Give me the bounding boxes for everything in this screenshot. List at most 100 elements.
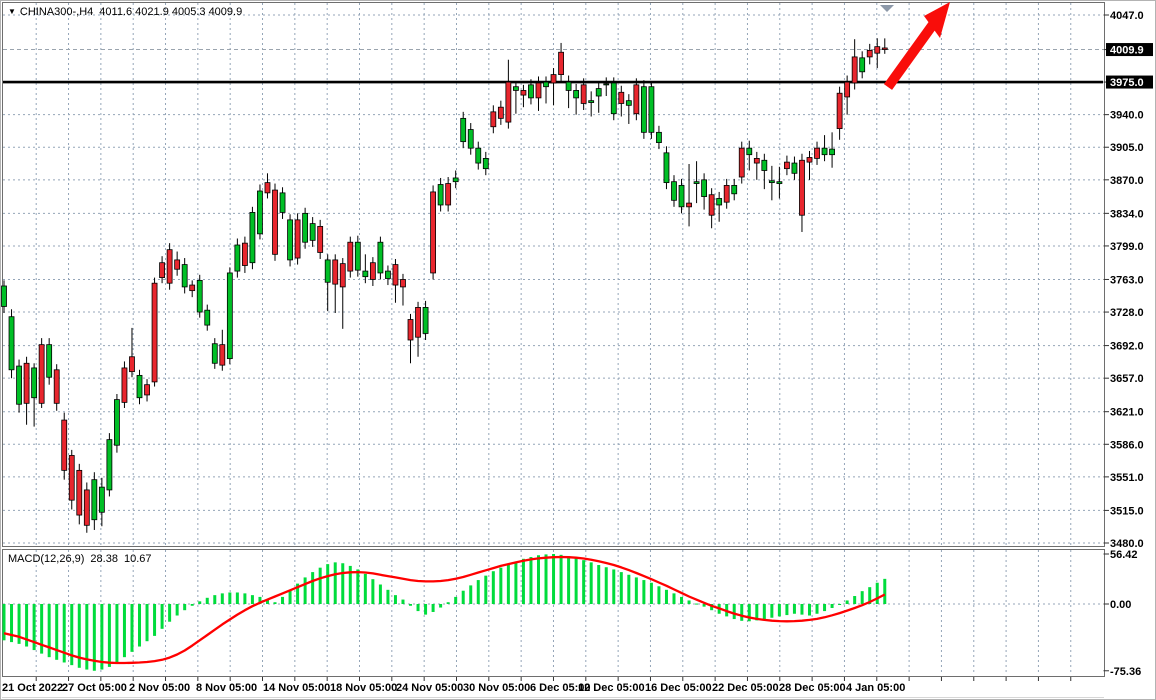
candle-body bbox=[144, 384, 150, 396]
candle-body bbox=[663, 152, 670, 184]
candle-body bbox=[497, 106, 504, 119]
macd-histogram-bar bbox=[311, 572, 315, 604]
macd-histogram-bar bbox=[634, 577, 638, 604]
candle-body bbox=[452, 177, 459, 183]
macd-histogram-bar bbox=[273, 602, 277, 604]
candle-body bbox=[136, 374, 143, 399]
candle-body bbox=[332, 259, 339, 285]
macd-histogram-bar bbox=[469, 585, 473, 604]
candle-body bbox=[219, 344, 226, 366]
grid-lines bbox=[3, 3, 1103, 675]
candle-body bbox=[377, 241, 384, 274]
macd-main-value: 28.38 bbox=[90, 553, 118, 565]
candle-body bbox=[249, 212, 256, 264]
candle-body bbox=[671, 181, 677, 201]
macd-histogram-bar bbox=[85, 604, 89, 670]
trend-arrow-shaft[interactable] bbox=[883, 20, 939, 90]
candle-body bbox=[23, 362, 30, 404]
macd-histogram-bar bbox=[589, 562, 593, 604]
macd-histogram-bar bbox=[544, 554, 548, 604]
candle-body bbox=[91, 479, 98, 521]
macd-histogram-bar bbox=[680, 596, 684, 604]
candle-body bbox=[407, 319, 414, 341]
candle-body bbox=[475, 147, 482, 164]
candle-body bbox=[61, 419, 68, 471]
price-axis[interactable]: 4047.0 4009.9 3975.0 3940.0 3905.0 3870.0 3834… bbox=[1103, 10, 1154, 678]
macd-histogram-bar bbox=[807, 604, 811, 616]
candle-body bbox=[31, 367, 38, 399]
macd-histogram-bar bbox=[10, 604, 14, 643]
price-tag bbox=[1106, 75, 1153, 89]
macd-histogram-bar bbox=[868, 587, 872, 604]
candle-body bbox=[467, 129, 474, 149]
macd-histogram-bar bbox=[220, 593, 224, 604]
candle-body bbox=[799, 159, 805, 216]
macd-histogram-bar bbox=[755, 604, 759, 621]
price-tick-label: 4047.0 bbox=[1110, 10, 1144, 22]
macd-histogram-bar bbox=[672, 593, 676, 604]
time-tick-label: 27 Oct 05:00 bbox=[62, 682, 127, 694]
candle-body bbox=[324, 259, 331, 283]
macd-histogram-bar bbox=[664, 589, 668, 604]
candle-body bbox=[866, 49, 873, 58]
candle-body bbox=[264, 182, 271, 194]
candle-body bbox=[347, 241, 354, 272]
candle-body bbox=[731, 185, 738, 195]
macd-histogram-bar bbox=[521, 558, 525, 604]
candle-body bbox=[369, 262, 376, 280]
macd-series bbox=[2, 554, 887, 671]
macd-histogram-bar bbox=[732, 604, 736, 620]
macd-histogram-bar bbox=[122, 604, 126, 658]
macd-histogram-bar bbox=[228, 592, 232, 604]
macd-name-label: MACD(12,26,9) bbox=[8, 553, 85, 565]
macd-histogram-bar bbox=[446, 602, 450, 604]
candle-body bbox=[204, 309, 211, 326]
candle-body bbox=[279, 192, 286, 213]
candle-body bbox=[339, 263, 346, 288]
trend-arrow-head[interactable] bbox=[924, 2, 950, 38]
macd-histogram-bar bbox=[47, 604, 51, 658]
time-tick-label: 2 Nov 05:00 bbox=[129, 682, 190, 694]
candle-body bbox=[543, 81, 549, 88]
candle-body bbox=[821, 147, 828, 156]
candle-body bbox=[211, 343, 218, 364]
candle-body bbox=[98, 486, 105, 513]
time-tick-label: 18 Nov 05:00 bbox=[330, 682, 397, 694]
macd-signal-line bbox=[3, 555, 886, 665]
macd-histogram-bar bbox=[552, 554, 556, 604]
macd-histogram-bar bbox=[853, 596, 857, 604]
candle-body bbox=[1, 285, 7, 307]
macd-histogram-bar bbox=[574, 557, 578, 604]
macd-histogram-bar bbox=[838, 604, 842, 605]
macd-histogram-bar bbox=[642, 580, 646, 604]
macd-tick-label: 56.42 bbox=[1110, 549, 1138, 561]
macd-histogram-bar bbox=[597, 565, 601, 604]
trend-arrow[interactable] bbox=[883, 2, 950, 90]
macd-signal-value: 10.67 bbox=[123, 553, 152, 565]
candle-body bbox=[400, 279, 406, 288]
macd-histogram-bar bbox=[130, 604, 134, 652]
price-tag-label: 3975.0 bbox=[1110, 77, 1144, 89]
price-tag bbox=[1106, 43, 1153, 57]
macd-histogram-bar bbox=[454, 596, 458, 604]
candle-body bbox=[272, 189, 278, 255]
candle-body bbox=[746, 147, 753, 156]
macd-histogram-bar bbox=[762, 604, 766, 620]
candle-body bbox=[302, 212, 309, 243]
macd-histogram-bar bbox=[792, 604, 796, 614]
macd-histogram-bar bbox=[740, 604, 744, 621]
candle-body bbox=[513, 86, 519, 91]
candle-body bbox=[294, 219, 301, 259]
candle-body bbox=[241, 242, 248, 266]
chart-dropdown-icon[interactable]: ▼ bbox=[8, 7, 16, 16]
chart-shift-marker-icon[interactable] bbox=[880, 5, 894, 12]
macd-histogram-bar bbox=[138, 604, 142, 647]
candle-body bbox=[625, 100, 632, 106]
candle-body bbox=[490, 111, 497, 128]
macd-histogram-bar bbox=[243, 593, 247, 604]
macd-histogram-bar bbox=[213, 595, 217, 604]
candle-body bbox=[753, 158, 760, 164]
